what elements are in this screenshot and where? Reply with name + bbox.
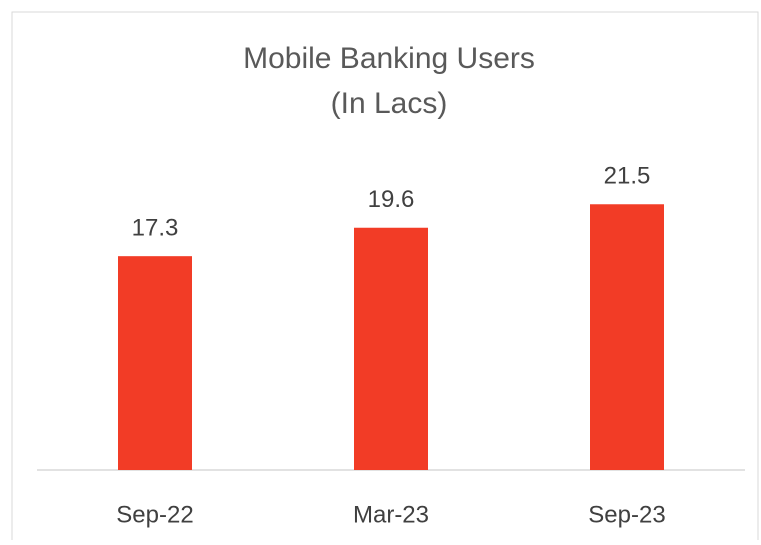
chart-subtitle: (In Lacs) — [331, 87, 448, 120]
x-tick-label: Mar-23 — [353, 501, 429, 528]
x-tick-label: Sep-23 — [588, 501, 665, 528]
bar — [590, 204, 664, 470]
data-label: 21.5 — [604, 163, 651, 190]
data-label: 17.3 — [132, 215, 179, 242]
bar — [354, 227, 428, 470]
bar — [118, 256, 192, 470]
data-label: 19.6 — [368, 186, 415, 213]
x-tick-label: Sep-22 — [116, 501, 193, 528]
chart-title: Mobile Banking Users — [243, 42, 535, 75]
